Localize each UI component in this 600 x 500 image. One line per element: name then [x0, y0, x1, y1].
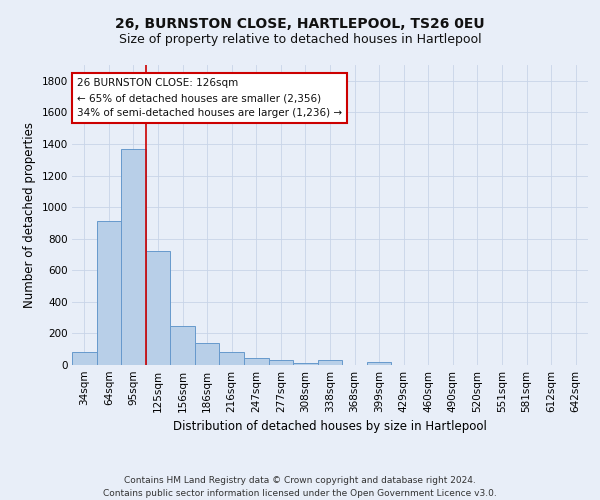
Bar: [97, 222, 121, 365]
X-axis label: Distribution of detached houses by size in Hartlepool: Distribution of detached houses by size …: [173, 420, 487, 434]
Text: Size of property relative to detached houses in Hartlepool: Size of property relative to detached ho…: [119, 32, 481, 46]
Bar: [293, 362, 318, 365]
Bar: [121, 148, 146, 365]
Bar: [72, 352, 97, 365]
Bar: [170, 326, 195, 365]
Bar: [269, 360, 293, 365]
Bar: [146, 252, 170, 365]
Y-axis label: Number of detached properties: Number of detached properties: [23, 122, 36, 308]
Text: 26, BURNSTON CLOSE, HARTLEPOOL, TS26 0EU: 26, BURNSTON CLOSE, HARTLEPOOL, TS26 0EU: [115, 18, 485, 32]
Bar: [195, 343, 220, 365]
Bar: [367, 362, 391, 365]
Bar: [220, 352, 244, 365]
Bar: [318, 360, 342, 365]
Text: 26 BURNSTON CLOSE: 126sqm
← 65% of detached houses are smaller (2,356)
34% of se: 26 BURNSTON CLOSE: 126sqm ← 65% of detac…: [77, 78, 342, 118]
Text: Contains HM Land Registry data © Crown copyright and database right 2024.
Contai: Contains HM Land Registry data © Crown c…: [103, 476, 497, 498]
Bar: [244, 358, 269, 365]
